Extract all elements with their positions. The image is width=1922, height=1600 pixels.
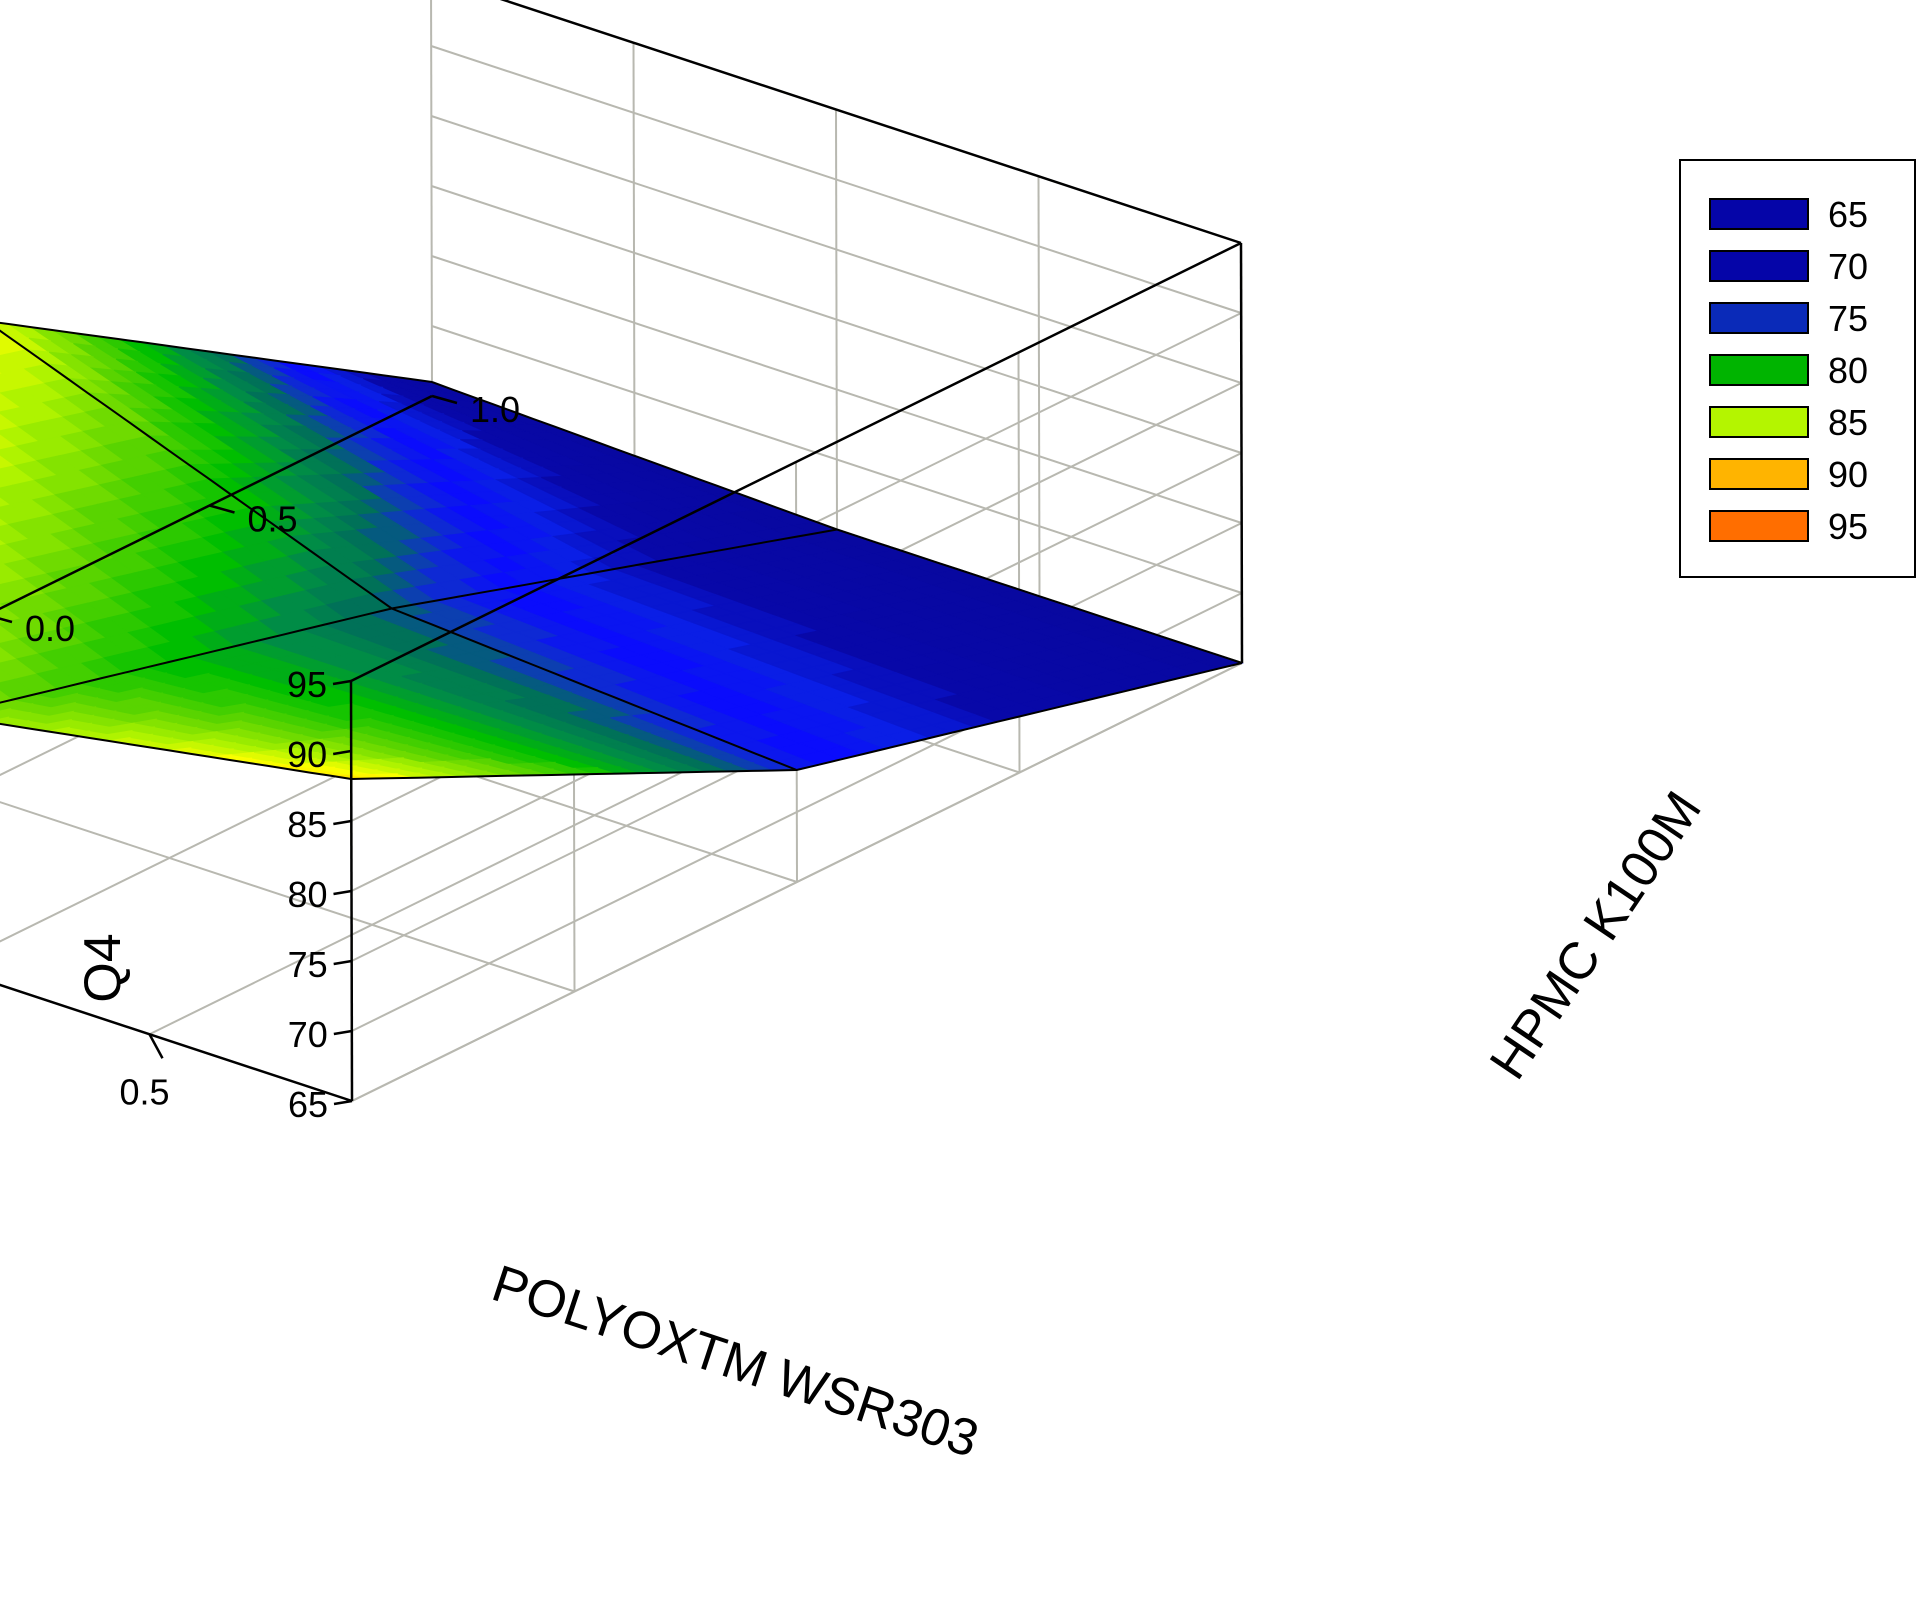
legend-swatch	[1709, 250, 1809, 282]
y-tick	[431, 394, 458, 405]
z-tick-label: 80	[287, 874, 327, 915]
box-edge	[350, 241, 1242, 683]
box-edge	[1239, 242, 1244, 664]
z-tick	[332, 749, 352, 756]
grid-line	[431, 115, 1242, 384]
z-tick	[333, 889, 352, 896]
y-tick	[0, 617, 13, 624]
z-tick-label: 65	[288, 1084, 328, 1125]
legend-swatch	[1709, 406, 1809, 438]
legend-label: 65	[1828, 194, 1868, 235]
z-tick-label: 95	[287, 664, 327, 705]
surface	[0, 322, 1244, 780]
z-tick-label: 85	[287, 804, 327, 845]
mesh-line	[0, 329, 798, 771]
grid-line	[351, 662, 1243, 1102]
legend-label: 80	[1828, 350, 1868, 391]
z-tick-label: 70	[288, 1014, 328, 1055]
y-tick-label: 0.0	[25, 608, 75, 649]
x-axis-title: POLYOXTM WSR303	[485, 1255, 985, 1469]
axes: 65707580859095-1.0-0.50.00.5-1.0-0.50.00…	[0, 0, 1244, 1125]
box-edge	[499, 0, 1242, 245]
z-tick	[333, 819, 352, 826]
mesh-line	[0, 321, 433, 383]
z-axis-title: Q4	[74, 933, 132, 1002]
grid-line	[430, 45, 1242, 314]
mesh-line	[431, 381, 1243, 664]
legend: 65 70 75 80 85 90 95	[1679, 159, 1916, 578]
grid-line	[430, 0, 433, 397]
legend-label: 90	[1828, 454, 1868, 495]
x-tick	[148, 1033, 164, 1059]
mesh-line	[351, 662, 1243, 780]
legend-label: 85	[1828, 402, 1868, 443]
z-tick-label: 90	[287, 734, 327, 775]
y-axis-title: HPMC K100M	[1479, 782, 1713, 1090]
legend-label: 70	[1828, 246, 1868, 287]
y-tick	[209, 504, 235, 514]
grid-line	[431, 185, 1242, 454]
legend-label: 95	[1828, 506, 1868, 547]
surface-mesh	[0, 321, 1243, 780]
grid-line	[431, 325, 1243, 594]
grid-line	[0, 801, 575, 993]
legend-swatch	[1709, 458, 1809, 490]
legend-swatch	[1709, 302, 1809, 334]
z-tick	[332, 679, 352, 686]
x-tick-label: 0.5	[119, 1071, 169, 1112]
y-tick-label: 0.5	[248, 499, 298, 540]
x-axis-line	[0, 983, 353, 1103]
legend-swatch	[1709, 354, 1809, 386]
legend-swatch	[1709, 510, 1809, 542]
legend-swatch	[1709, 198, 1809, 230]
z-tick	[333, 1029, 353, 1036]
y-axis-line	[0, 394, 433, 610]
z-tick	[333, 959, 352, 966]
z-tick	[333, 1099, 353, 1106]
legend-label: 75	[1828, 298, 1868, 339]
z-tick-label: 75	[288, 944, 328, 985]
mesh-line	[0, 722, 352, 780]
grid-line	[431, 255, 1242, 524]
y-tick-label: 1.0	[470, 389, 520, 430]
